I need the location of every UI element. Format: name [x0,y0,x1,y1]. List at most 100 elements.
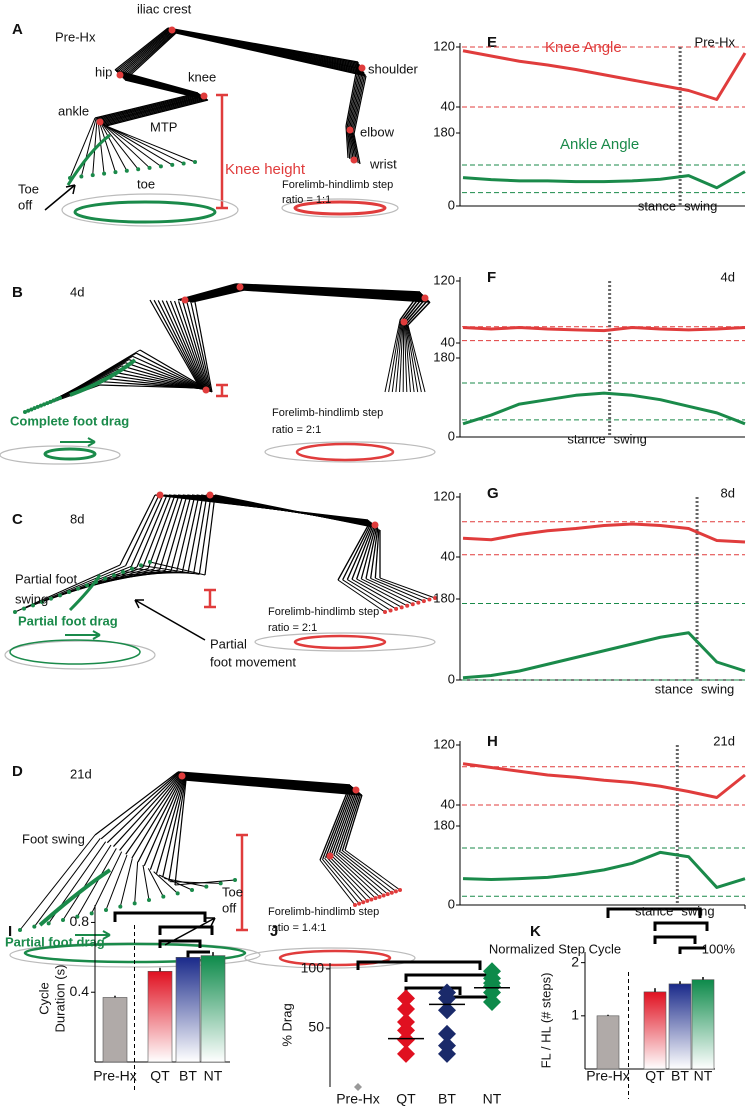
joint [389,890,394,895]
joint [45,401,50,406]
stick-segment [104,124,184,164]
panel-letter: B [12,284,23,301]
label: shoulder [368,61,419,76]
stick-segment [157,300,203,389]
y-tick-label: 1 [571,1007,579,1023]
stick-segment [404,323,411,393]
stick-segment [119,774,181,851]
joint [35,404,40,409]
stick-segment [178,301,209,391]
joint [118,904,123,909]
stick-segment [356,525,376,580]
stick-segment [97,93,201,121]
y-tick-label: 0.4 [70,983,90,999]
stick-segment [324,857,364,903]
chart-title: 4d [721,269,735,284]
label: Partial foot drag [18,613,118,628]
height-bar [216,383,228,398]
stick-segment [319,784,351,861]
stick-segment [100,772,180,840]
stick-segment [353,75,367,135]
series-label: Ankle Angle [560,136,639,153]
stick-segment [119,494,156,566]
stick-segment [114,27,169,71]
stick-segment [333,790,358,855]
stick-segment [149,561,206,576]
stick-segment [193,494,208,574]
stick-segment [361,578,413,605]
stick-segment [175,32,367,77]
stick-segment [69,117,96,179]
joint [357,901,362,906]
ratio: ratio = 1.4:1 [268,922,326,934]
stick-segment [403,322,408,393]
stick-segment [379,577,436,599]
toe-path [69,358,137,397]
stick-segment [388,320,402,393]
joint [410,602,415,607]
joint [46,921,51,926]
y2-tick-label: 180 [433,817,455,832]
y-tick-label: 40 [441,98,455,113]
panel-letter: K [530,923,541,940]
stick-segment [98,120,116,173]
point [397,1044,415,1063]
stick-segment [351,578,402,608]
label: knee [188,69,216,84]
stick-segment [327,788,355,857]
stick-segment [349,130,356,162]
joint [405,603,410,608]
stick-segment [344,794,363,851]
joint [54,397,59,402]
stick-segment [165,300,205,390]
panel-letter: C [12,511,23,528]
x-tick-label: BT [671,1068,689,1084]
mean-trace [462,850,746,889]
joint [399,605,404,610]
joint [178,772,186,780]
joint [190,888,194,892]
foot-trace [278,949,392,967]
stick-segment [113,773,181,847]
y2-tick-label: 0 [448,197,455,212]
x-tick-label: Pre-Hx [93,1068,137,1084]
point [438,1024,456,1043]
joint [168,26,176,34]
point [438,1044,456,1063]
phase-label: stance [655,681,693,696]
label: wrist [369,156,397,171]
foot-trace [281,198,399,218]
stick-segment [149,777,185,870]
stick-segment [404,297,427,324]
stick-segment [346,523,373,580]
joint [23,410,27,414]
joint [42,402,47,407]
stick-segment [153,871,179,894]
arrow [65,630,101,640]
stick-segment [94,92,199,119]
point [397,1021,415,1040]
joint [26,408,31,413]
stick-segment [347,128,353,160]
phase-label: swing [701,681,734,696]
point [438,1001,456,1020]
joint [353,903,357,907]
joint [170,162,175,167]
bar [596,1015,620,1070]
stick-segment [80,118,97,177]
stick-segment [159,494,184,570]
stick-segment [395,321,403,393]
joint [373,896,378,901]
stick-segment [341,793,362,852]
joint [365,898,370,903]
joint [67,590,71,594]
stick-segment [105,99,209,127]
stick-segment [147,494,176,569]
stick-segment [122,31,175,79]
joint [398,888,402,892]
joint [381,893,386,898]
stick-segment [143,776,184,867]
stick-segment [399,291,421,321]
foot-trace [254,632,436,652]
stick-segment [125,774,182,855]
